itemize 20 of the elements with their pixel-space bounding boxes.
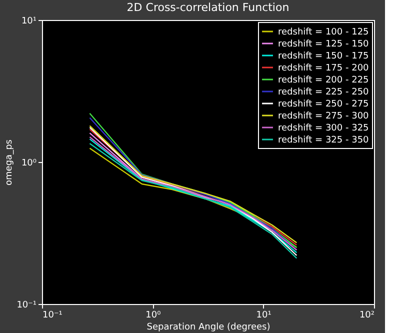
x-axis-title: Separation Angle (degrees) <box>146 322 270 332</box>
legend-label: redshift = 175 - 200 <box>278 64 370 74</box>
y-tick-label: 10⁰ <box>21 158 37 168</box>
legend-label: redshift = 275 - 300 <box>278 112 370 122</box>
legend-label: redshift = 150 - 175 <box>278 52 369 62</box>
x-tick-label: 10⁰ <box>146 310 162 320</box>
x-tick-label: 10² <box>359 310 375 320</box>
legend-label: redshift = 250 - 275 <box>278 100 369 110</box>
x-tick-label: 10⁻¹ <box>42 310 63 320</box>
legend-label: redshift = 225 - 250 <box>278 88 370 98</box>
x-tick-label: 10¹ <box>256 310 272 320</box>
y-axis-title: omega_ps <box>4 139 15 186</box>
y-tick-label: 10⁻¹ <box>16 300 37 310</box>
legend-label: redshift = 200 - 225 <box>278 76 369 86</box>
legend-label: redshift = 125 - 150 <box>278 40 370 50</box>
legend-label: redshift = 100 - 125 <box>278 28 369 38</box>
legend-label: redshift = 300 - 325 <box>278 124 369 134</box>
legend-label: redshift = 325 - 350 <box>278 136 370 146</box>
chart-title: 2D Cross-correlation Function <box>126 1 290 14</box>
y-tick-label: 10¹ <box>21 16 37 26</box>
